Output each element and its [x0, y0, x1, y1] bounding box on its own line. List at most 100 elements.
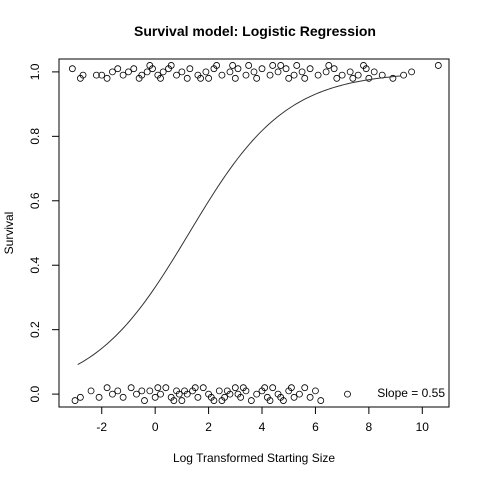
data-point [242, 71, 250, 79]
data-point [133, 390, 140, 398]
data-point [167, 62, 175, 69]
data-point [79, 71, 87, 79]
data-point [266, 71, 274, 79]
data-point [365, 74, 373, 82]
data-point [218, 71, 226, 79]
data-point [360, 62, 367, 69]
chart-title: Survival model: Logistic Regression [134, 23, 376, 39]
data-point [146, 387, 154, 395]
x-tick-label: 10 [416, 420, 430, 434]
data-point [312, 387, 319, 395]
x-tick-label: 4 [259, 420, 266, 434]
data-point [306, 393, 314, 401]
data-point [234, 390, 242, 398]
fit-curve [77, 75, 401, 366]
x-axis-label: Log Transformed Starting Size [173, 451, 335, 465]
data-point [314, 71, 322, 79]
data-point [287, 384, 295, 392]
data-point [95, 393, 103, 401]
data-point [119, 393, 127, 401]
logistic-curve [77, 75, 401, 366]
x-tick-label: -2 [96, 420, 107, 434]
x-tick-label: 8 [366, 420, 373, 434]
y-tick-label: 0.2 [28, 321, 42, 338]
slope-annotation: Slope = 0.55 [377, 386, 445, 400]
data-point [207, 393, 215, 401]
data-point [68, 65, 76, 73]
data-point [325, 62, 333, 69]
data-point [231, 384, 239, 392]
data-point [285, 74, 293, 82]
data-point [306, 65, 314, 73]
data-point [282, 65, 290, 73]
data-point [194, 393, 202, 401]
data-point [178, 68, 186, 76]
data-point [247, 397, 255, 404]
data-point [130, 65, 138, 73]
data-point [274, 68, 282, 76]
data-point [245, 62, 253, 69]
data-point [87, 387, 95, 395]
data-point [213, 62, 221, 69]
data-point [162, 384, 170, 392]
data-point [338, 71, 346, 79]
data-point [173, 71, 180, 79]
scatter-points [68, 62, 442, 404]
y-tick-label: 0.6 [28, 192, 42, 209]
data-point [322, 68, 330, 76]
data-point [175, 390, 183, 398]
data-point [261, 384, 269, 392]
x-tick-label: 2 [205, 420, 212, 434]
data-point [290, 71, 298, 79]
data-point [114, 387, 122, 395]
data-point [202, 68, 210, 76]
data-point [154, 384, 162, 392]
x-axis: -2 0 2 4 6 8 10 [96, 407, 429, 434]
x-tick-label: 0 [152, 420, 159, 434]
data-point [109, 390, 116, 398]
data-point [269, 384, 277, 392]
data-point [71, 397, 79, 404]
data-point [400, 71, 407, 79]
data-point [135, 74, 143, 82]
y-tick-label: 1.0 [28, 63, 42, 80]
data-point [170, 397, 178, 404]
data-point [333, 74, 341, 82]
data-point [181, 387, 188, 395]
data-point [349, 74, 357, 82]
data-point [157, 74, 164, 82]
data-point [151, 393, 159, 401]
data-point [119, 71, 127, 79]
data-point [229, 62, 237, 69]
data-point [231, 74, 239, 82]
data-point [354, 71, 362, 79]
data-point [298, 68, 306, 76]
data-point [434, 62, 442, 69]
data-point [157, 390, 164, 398]
data-point [183, 74, 191, 82]
data-point [290, 393, 298, 401]
data-point [138, 387, 146, 395]
data-point [234, 65, 242, 73]
data-point [76, 393, 84, 401]
data-point [197, 74, 204, 82]
data-point [277, 393, 285, 401]
data-point [277, 62, 285, 69]
data-point [178, 397, 186, 404]
data-point [346, 68, 354, 76]
data-point [226, 68, 234, 76]
data-point [218, 397, 226, 404]
data-point [103, 74, 111, 82]
data-point [317, 397, 325, 404]
data-point [215, 387, 223, 395]
data-point [127, 384, 135, 392]
data-point [296, 390, 303, 398]
data-point [223, 387, 231, 395]
data-point [191, 384, 199, 392]
y-axis: 0.0 0.2 0.4 0.6 0.8 1.0 [28, 63, 59, 402]
data-point [92, 71, 100, 79]
data-point [199, 384, 207, 392]
data-point [143, 68, 151, 76]
data-point [266, 397, 274, 404]
